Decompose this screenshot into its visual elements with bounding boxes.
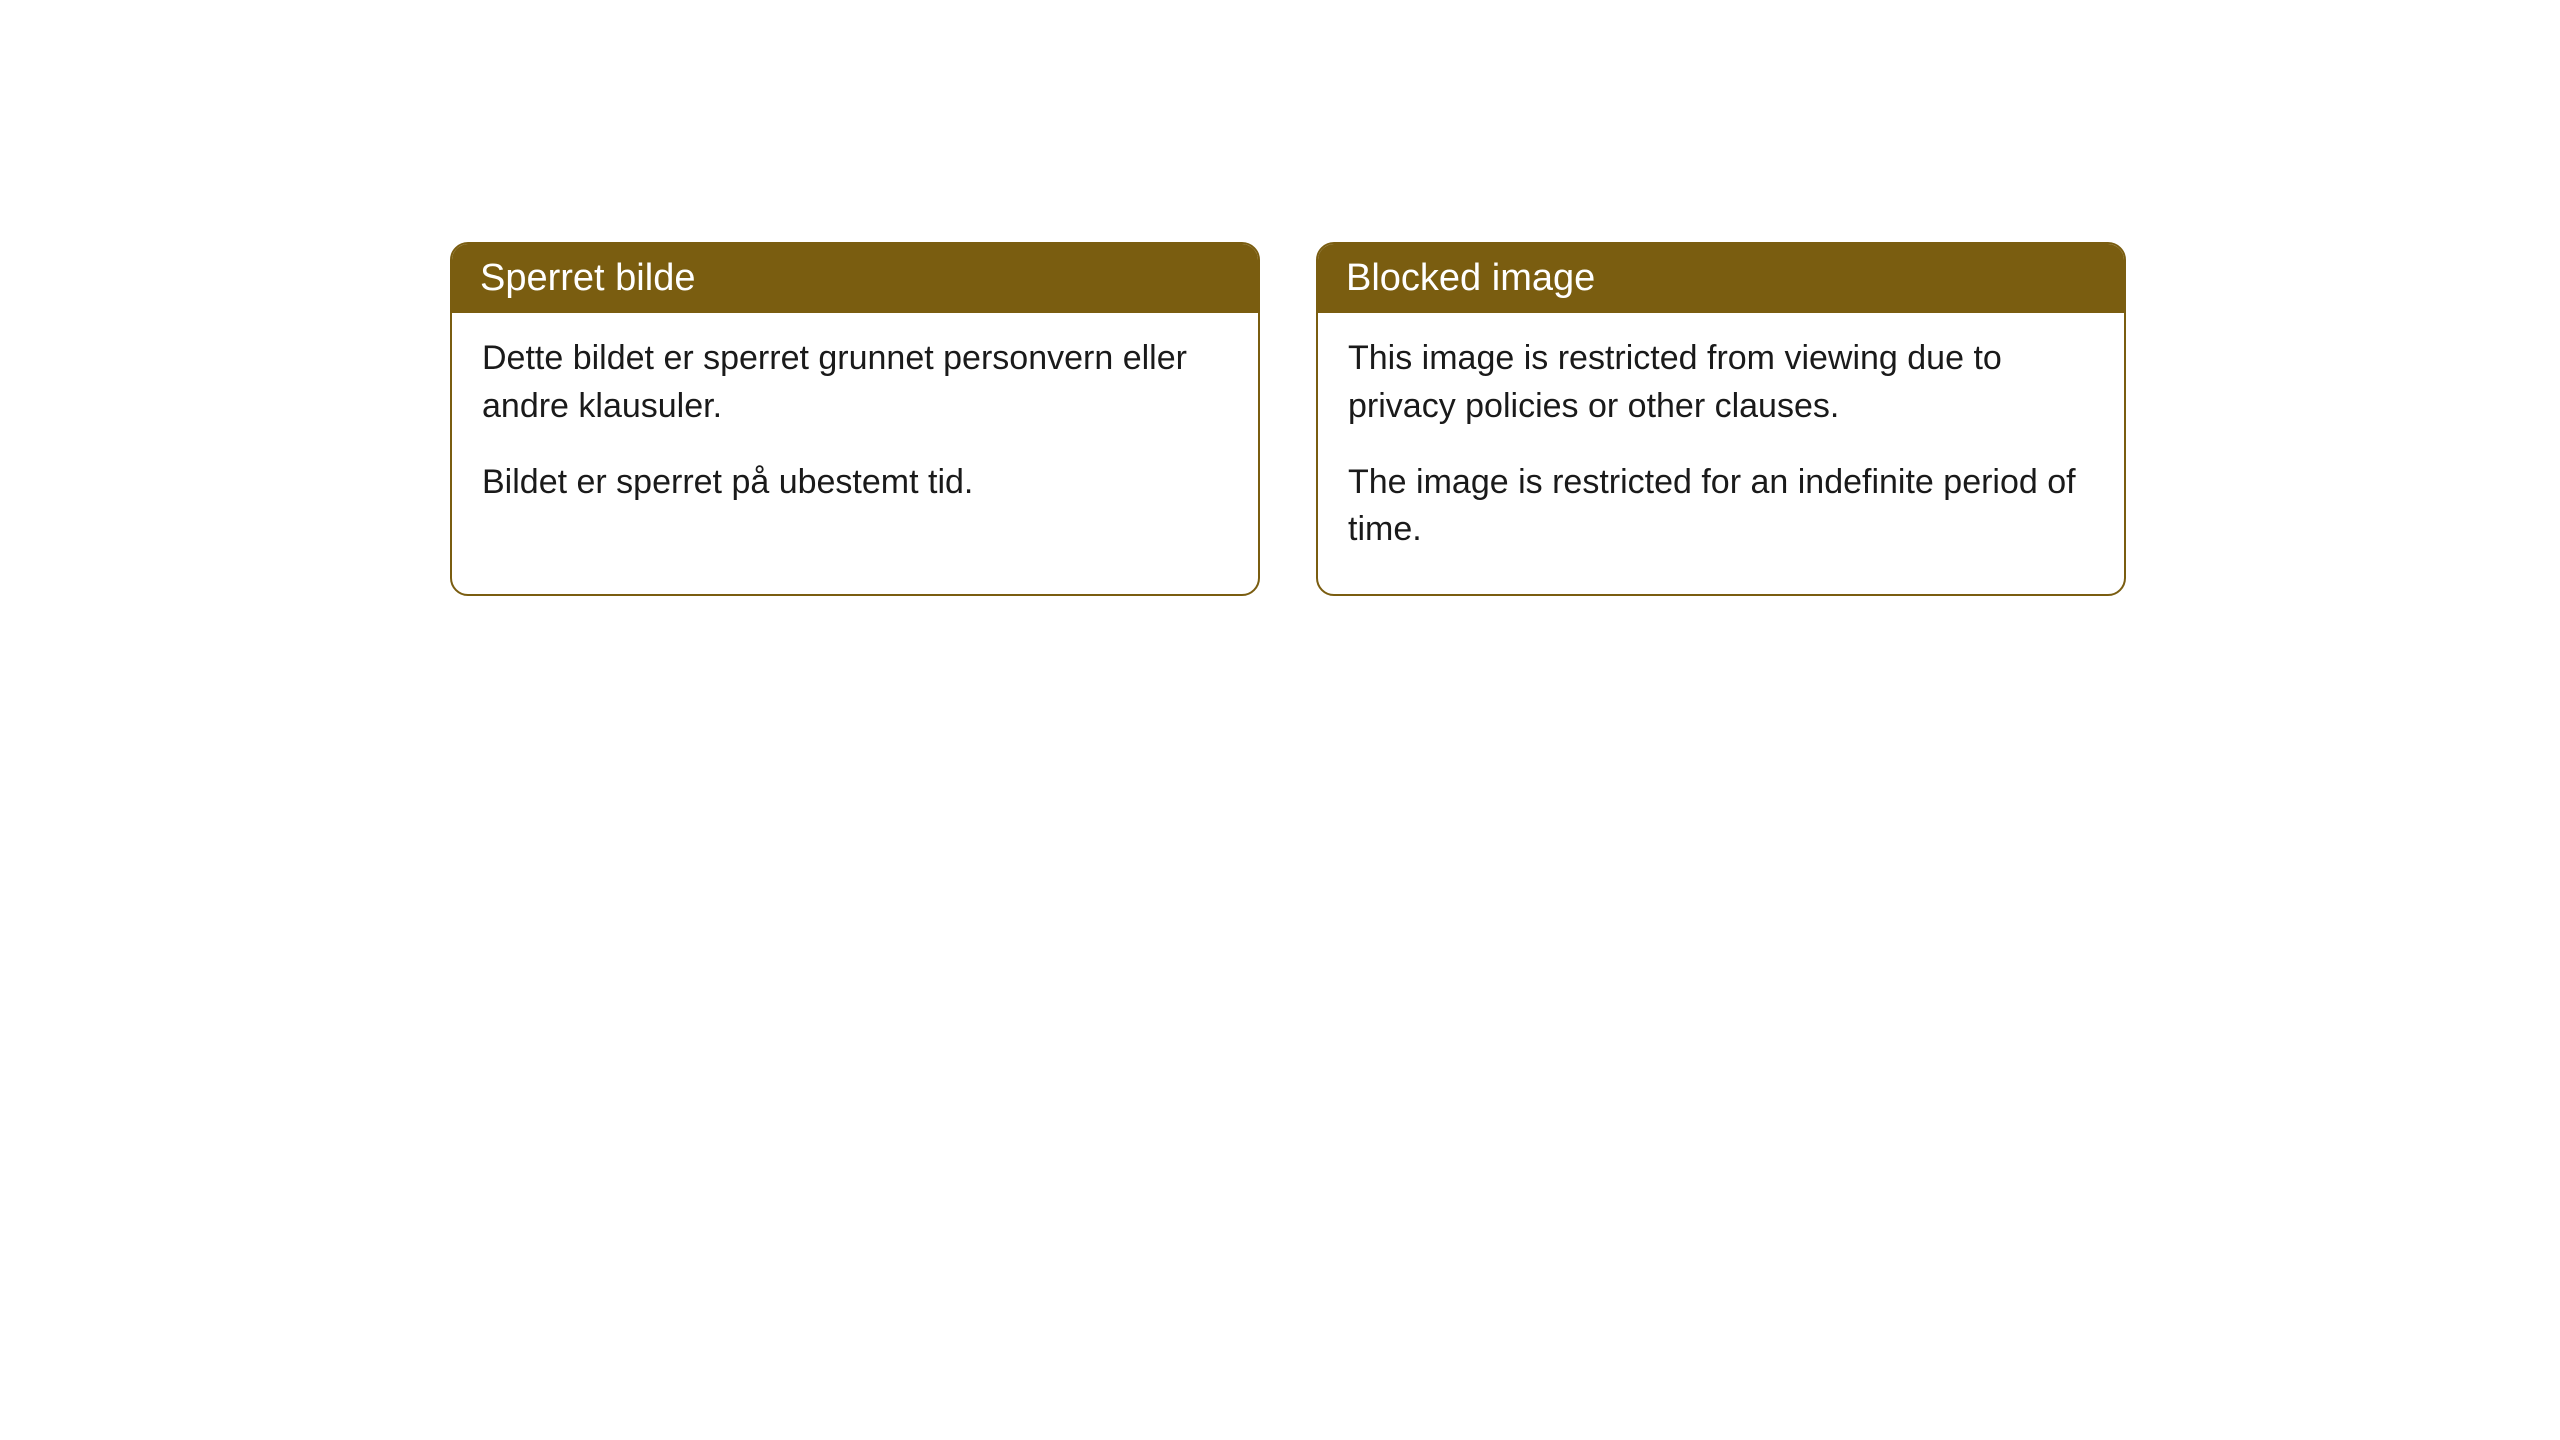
card-norwegian-header: Sperret bilde: [452, 244, 1258, 313]
card-english-body: This image is restricted from viewing du…: [1318, 313, 2124, 593]
card-english-para1: This image is restricted from viewing du…: [1348, 335, 2094, 430]
card-norwegian-para1: Dette bildet er sperret grunnet personve…: [482, 335, 1228, 430]
card-english-header: Blocked image: [1318, 244, 2124, 313]
card-norwegian: Sperret bilde Dette bildet er sperret gr…: [450, 242, 1260, 596]
card-english-title: Blocked image: [1346, 257, 1595, 299]
card-norwegian-para2: Bildet er sperret på ubestemt tid.: [482, 459, 1228, 507]
card-norwegian-title: Sperret bilde: [480, 257, 695, 299]
notice-cards-container: Sperret bilde Dette bildet er sperret gr…: [450, 242, 2126, 596]
card-english: Blocked image This image is restricted f…: [1316, 242, 2126, 596]
card-norwegian-body: Dette bildet er sperret grunnet personve…: [452, 313, 1258, 546]
card-english-para2: The image is restricted for an indefinit…: [1348, 459, 2094, 554]
